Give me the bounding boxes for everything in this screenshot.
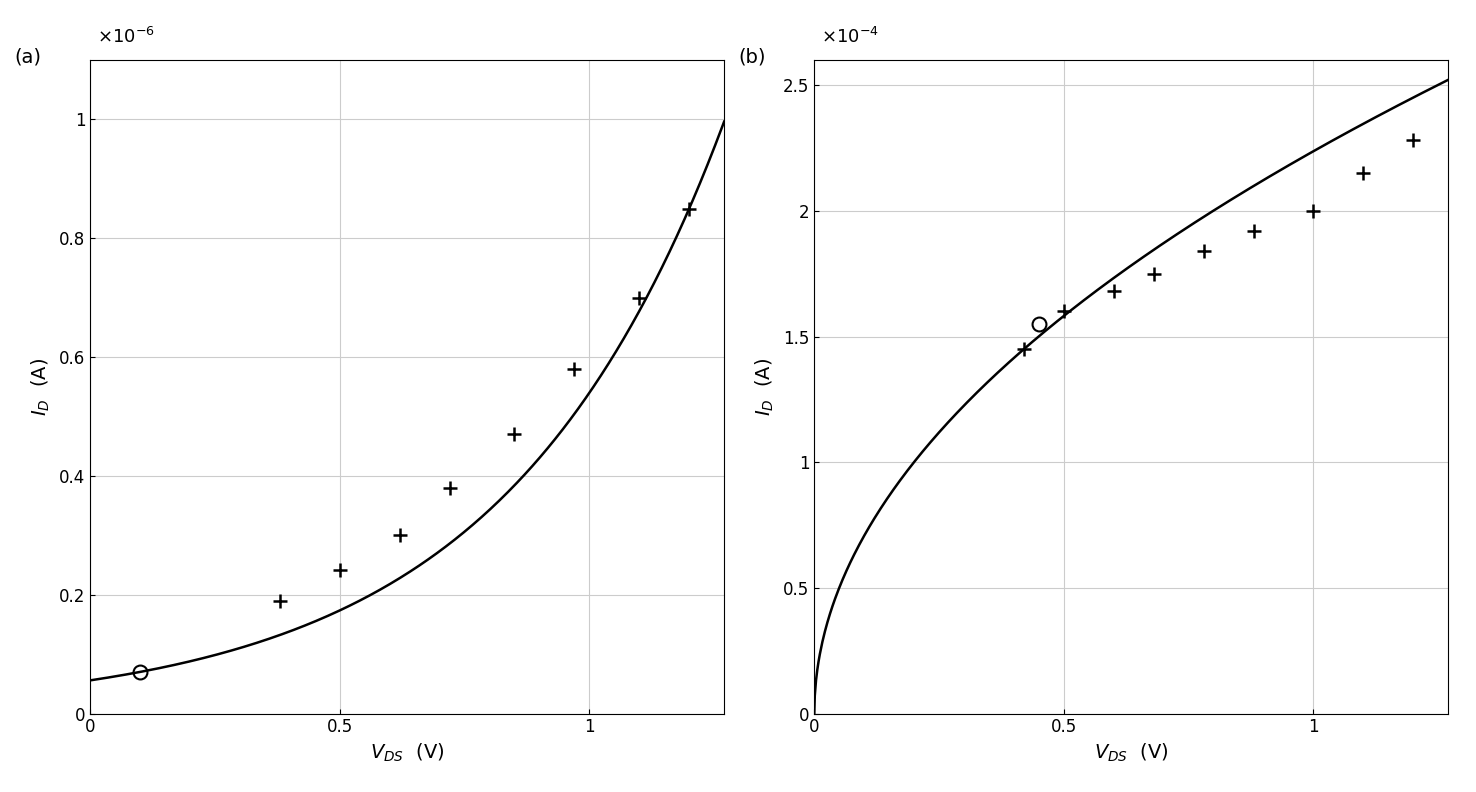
Text: (a): (a)	[15, 47, 41, 66]
X-axis label: $V_{DS}$  (V): $V_{DS}$ (V)	[370, 742, 444, 764]
X-axis label: $V_{DS}$  (V): $V_{DS}$ (V)	[1094, 742, 1169, 764]
Y-axis label: $I_D$  (A): $I_D$ (A)	[30, 358, 52, 416]
Text: (b): (b)	[738, 47, 766, 66]
Text: $\times 10^{-6}$: $\times 10^{-6}$	[96, 27, 155, 47]
Text: $\times 10^{-4}$: $\times 10^{-4}$	[821, 27, 878, 47]
Y-axis label: $I_D$  (A): $I_D$ (A)	[754, 358, 776, 416]
